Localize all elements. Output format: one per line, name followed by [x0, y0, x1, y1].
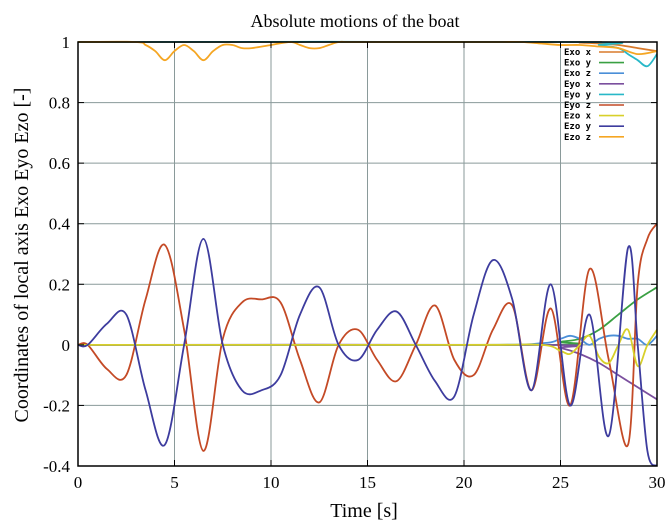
legend-label-exo-x: Exo x [564, 48, 592, 58]
y-axis-label: Coordinates of local axis Exo Eyo Ezo [-… [11, 88, 33, 423]
y-tick-label: 0.8 [49, 94, 70, 113]
legend-label-exo-z: Exo z [564, 69, 591, 79]
y-tick-label: -0.2 [43, 396, 70, 415]
legend-label-ezo-z: Ezo z [564, 133, 591, 143]
x-tick-label: 25 [552, 473, 569, 492]
y-tick-label: 0 [62, 336, 71, 355]
x-tick-label: 30 [649, 473, 666, 492]
x-tick-label: 5 [170, 473, 179, 492]
legend-label-exo-y: Exo y [564, 59, 592, 69]
y-tick-label: 0.6 [49, 154, 70, 173]
series-line-ezo-x [78, 328, 658, 368]
legend-label-eyo-x: Eyo x [564, 80, 592, 90]
x-tick-label: 15 [359, 473, 376, 492]
legend-label-eyo-y: Eyo y [564, 90, 592, 100]
y-tick-label: -0.4 [43, 457, 70, 476]
legend-label-eyo-z: Eyo z [564, 101, 591, 111]
y-tick-label: 1 [62, 33, 71, 52]
x-tick-label: 10 [263, 473, 280, 492]
x-tick-label: 0 [74, 473, 83, 492]
chart-title: Absolute motions of the boat [251, 11, 460, 31]
series-line-eyo-z [77, 223, 658, 452]
y-tick-label: 0.2 [49, 275, 70, 294]
x-axis-label: Time [s] [330, 500, 398, 522]
series-line-ezo-y [77, 237, 658, 467]
axis-ticks: 0 5 10 15 20 25 30 -0.4 -0.2 0 0.2 0.4 0.6 0.8 1 [43, 33, 665, 492]
legend-label-ezo-y: Ezo y [564, 122, 592, 132]
y-tick-label: 0.4 [49, 215, 71, 234]
series-line-ezo-z [77, 40, 658, 62]
x-tick-label: 20 [456, 473, 473, 492]
legend-label-ezo-x: Ezo x [564, 112, 592, 122]
